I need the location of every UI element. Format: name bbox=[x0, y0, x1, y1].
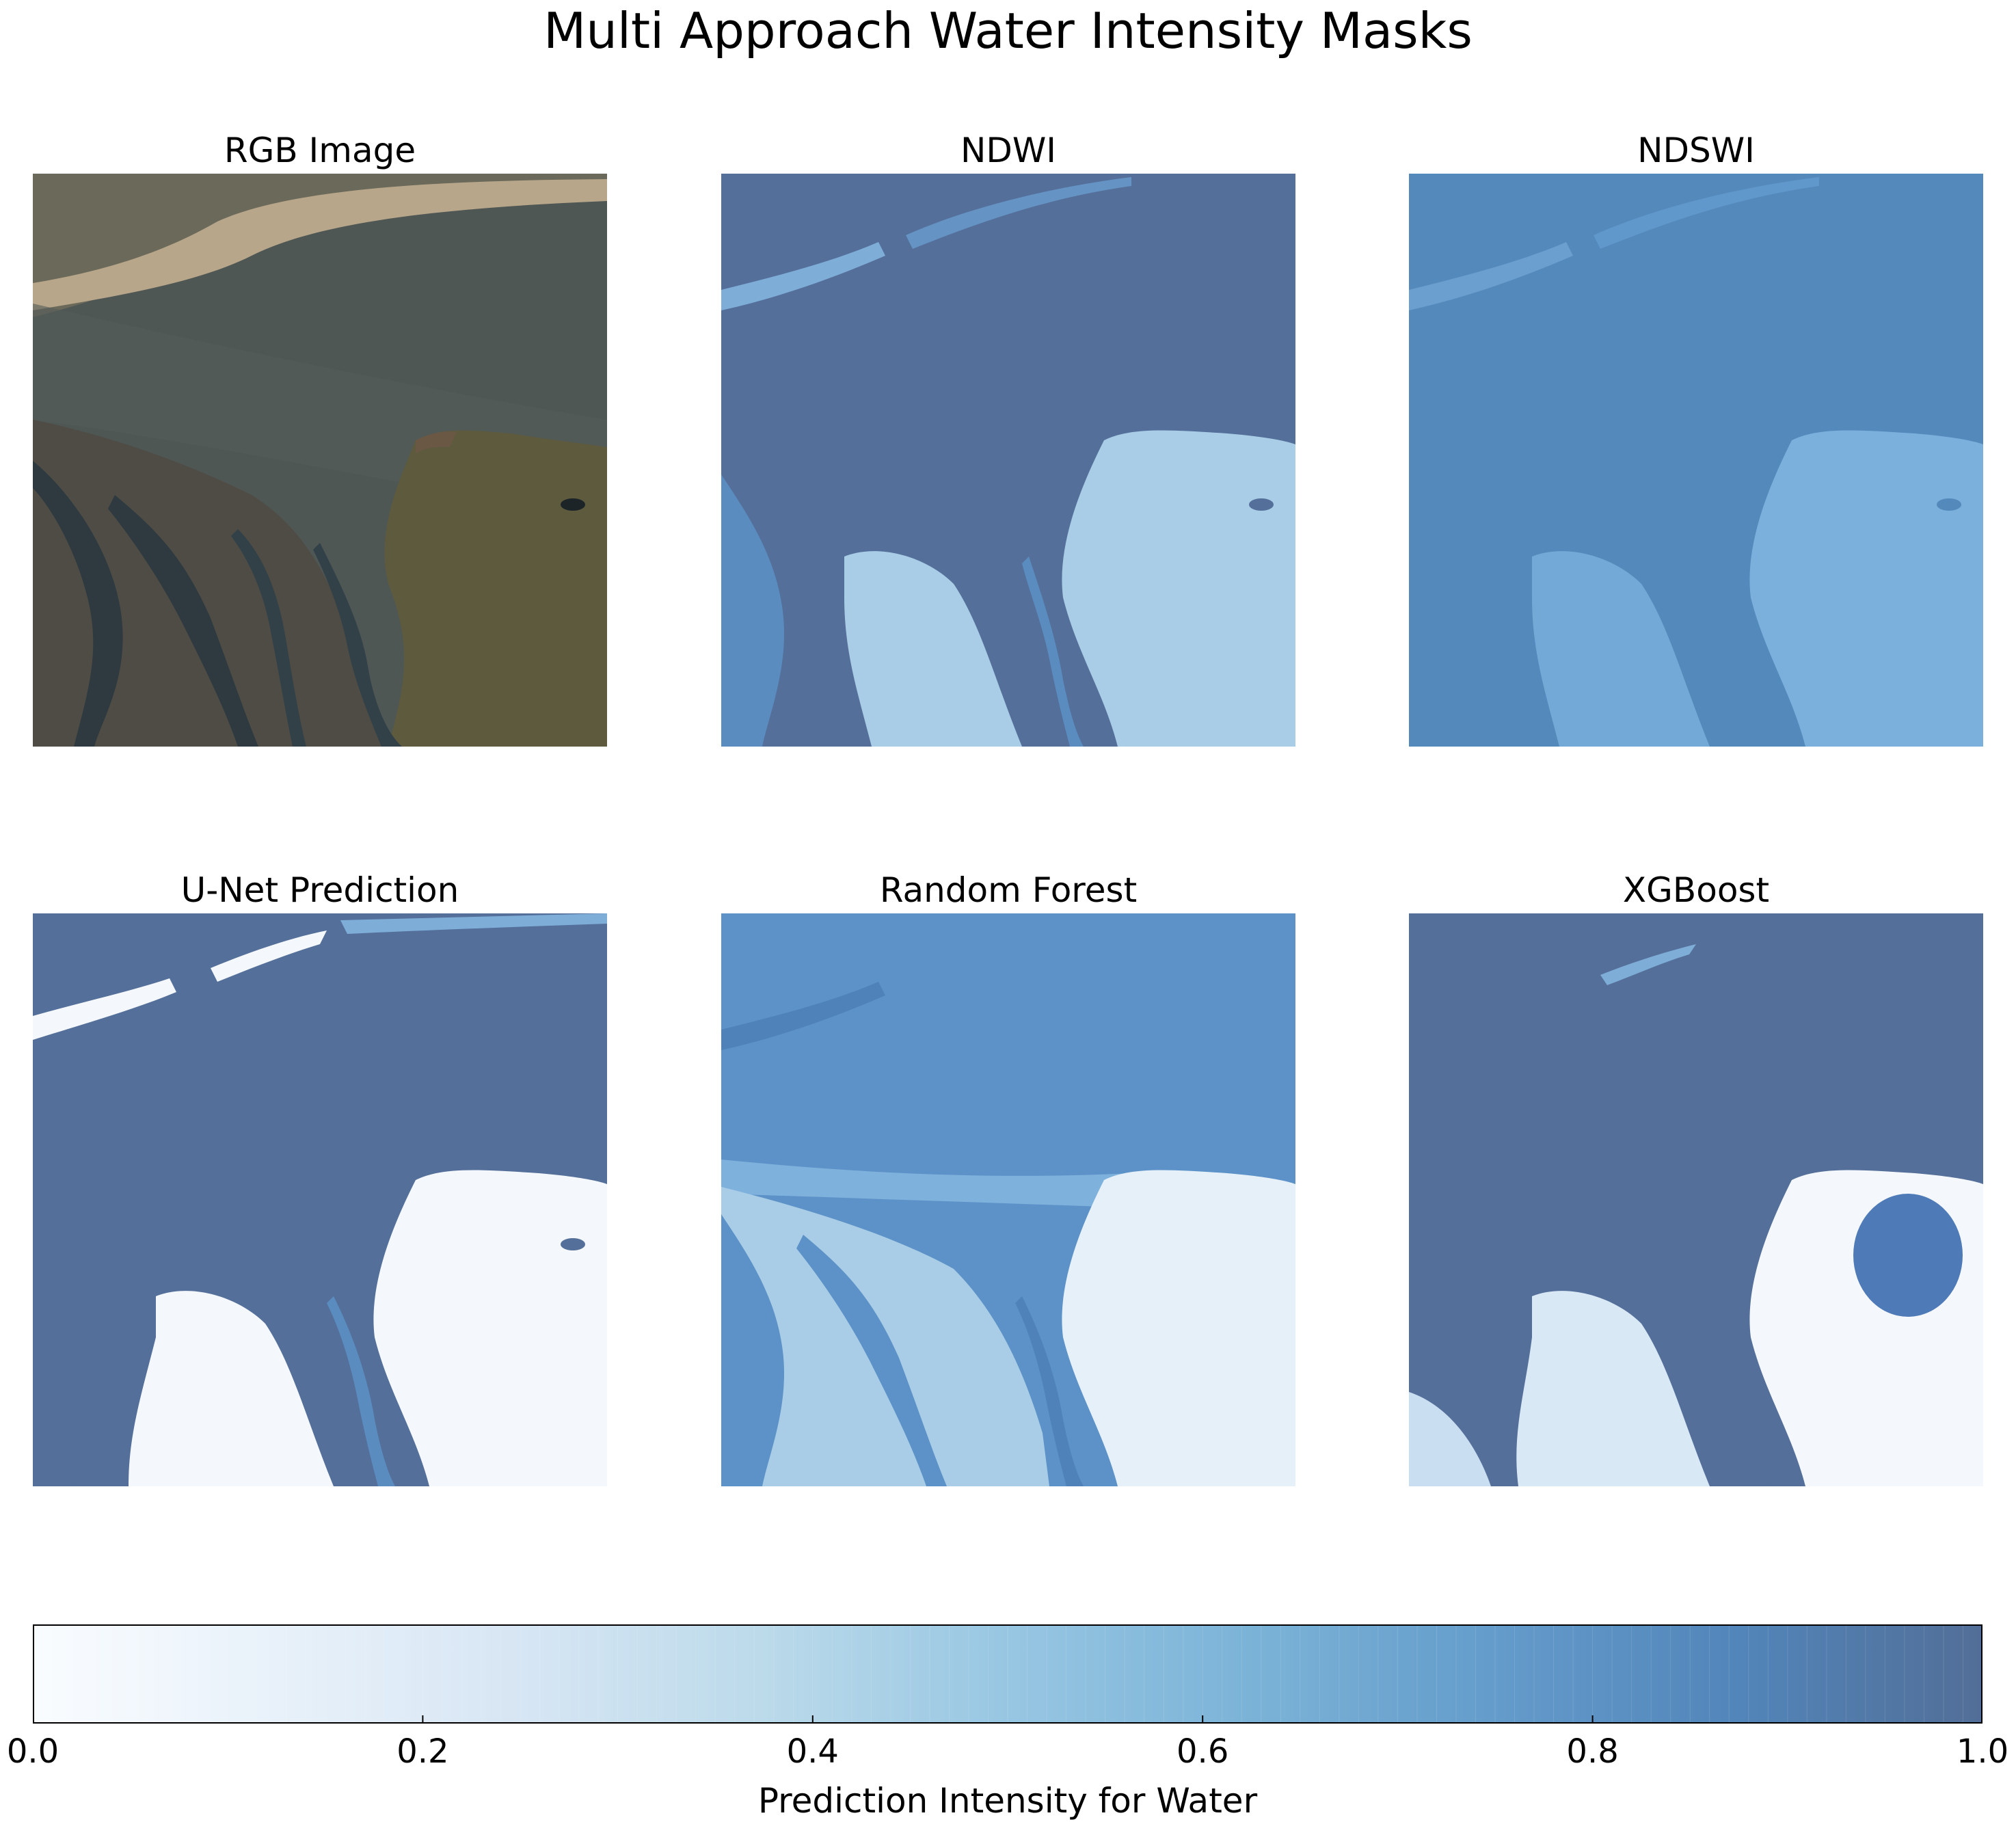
xgboost-mask bbox=[1409, 913, 1983, 1486]
ndswi-panel bbox=[1409, 174, 1983, 747]
unet-panel bbox=[33, 913, 607, 1486]
ndwi-panel bbox=[721, 174, 1295, 747]
colorbar-label: Prediction Intensity for Water bbox=[757, 1781, 1258, 1821]
colorbar-tick-label: 0.0 bbox=[6, 1732, 59, 1771]
colorbar-bands bbox=[52, 1624, 1963, 1724]
panel-title-xgboost: XGBoost bbox=[1622, 870, 1770, 910]
panel-title-unet: U-Net Prediction bbox=[180, 870, 459, 910]
colorbar-frame bbox=[33, 1624, 1983, 1724]
figure-title: Multi Approach Water Intensity Masks bbox=[543, 2, 1473, 59]
panel-title-rgb: RGB Image bbox=[224, 131, 416, 170]
colorbar-tick-label: 1.0 bbox=[1956, 1732, 2009, 1771]
unet-mask bbox=[33, 913, 607, 1486]
panel-title-random-forest: Random Forest bbox=[879, 870, 1138, 910]
panel-title-ndswi: NDSWI bbox=[1637, 131, 1755, 170]
random-forest-panel bbox=[721, 913, 1295, 1486]
colorbar-tick-label: 0.6 bbox=[1177, 1732, 1229, 1771]
rgb-image-panel bbox=[33, 174, 607, 747]
panel-title-ndwi: NDWI bbox=[960, 131, 1057, 170]
colorbar-ticks bbox=[33, 1715, 1983, 1724]
ndswi-mask bbox=[1409, 174, 1983, 747]
random-forest-mask bbox=[721, 913, 1295, 1486]
colorbar bbox=[33, 1624, 1983, 1724]
rgb-image bbox=[33, 174, 607, 747]
colorbar-tick-label: 0.8 bbox=[1566, 1732, 1619, 1771]
xgboost-panel bbox=[1409, 913, 1983, 1486]
colorbar-gradient bbox=[33, 1624, 1983, 1724]
colorbar-tick-label: 0.4 bbox=[786, 1732, 839, 1771]
colorbar-tick-label: 0.2 bbox=[397, 1732, 449, 1771]
ndwi-mask bbox=[721, 174, 1295, 747]
